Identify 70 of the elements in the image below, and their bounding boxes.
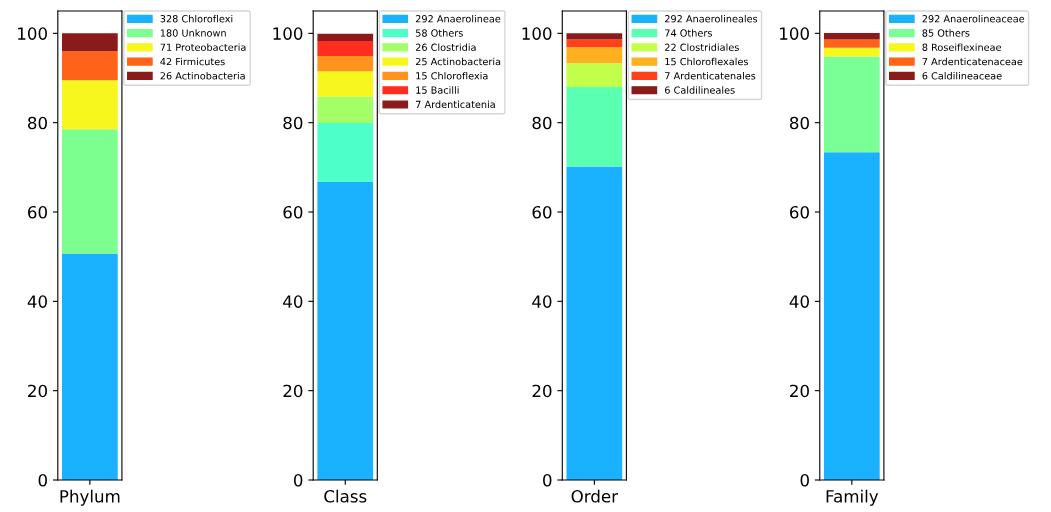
bar [823,32,880,40]
bar [61,129,118,254]
y-tick-label: 100 [18,27,47,40]
legend-label: 15 Chloroflexia [416,71,488,80]
y-tick-label: 20 [283,384,303,398]
legend-label: 15 Bacilli [416,86,459,94]
legend-label: 7 Ardenticatenales [665,71,756,80]
y-tick-label: 40 [283,295,303,308]
legend-label: 58 Others [415,29,463,37]
bar [317,71,374,97]
y-tick-label: 80 [532,116,552,130]
y-tick-label: 40 [27,295,47,308]
bar [823,56,880,153]
legend-label: 74 Others [665,29,712,37]
legend-label: 292 Anaerolineae [415,14,501,23]
y-tick-label: 0 [800,473,809,487]
y-tick-label: 40 [789,295,809,308]
bar [317,40,374,57]
y-tick-label: 60 [790,205,809,219]
x-tick-label: Class [324,489,367,503]
bar [566,86,623,167]
y-tick-label: 20 [790,384,809,398]
y-tick-label: 60 [28,205,47,219]
y-tick-label: 80 [789,116,809,130]
legend-label: 42 Firmicutes [160,57,225,66]
y-tick-label: 20 [28,384,47,398]
y-tick-label: 100 [780,27,809,40]
bar [61,80,118,130]
legend-label: 15 Chloroflexales [665,57,748,66]
y-tick-label: 80 [28,116,47,130]
bar [566,39,623,48]
y-tick-label: 100 [273,27,303,40]
y-tick-label: 0 [293,473,303,487]
bar [61,51,118,81]
legend-label: 6 Caldilineales [664,86,735,94]
legend-label: 180 Unknown [160,29,226,37]
y-tick-label: 40 [532,295,552,308]
legend-label: 8 Roseiflexineae [922,43,1002,51]
y-tick-label: 60 [283,205,303,219]
legend-label: 25 Actinobacteria [415,57,501,66]
bar [61,33,118,52]
y-tick-label: 80 [283,116,303,130]
bar [317,56,374,72]
legend-label: 85 Others [922,29,970,37]
bar [823,39,880,48]
bar [566,47,623,64]
bar [317,123,374,183]
y-tick-label: 60 [532,205,552,219]
legend-label: 292 Anaerolineales [665,14,758,23]
bar [823,47,880,57]
legend-label: 26 Clostridia [415,43,476,51]
bar [317,33,374,41]
y-tick-label: 20 [532,384,552,398]
legend-label: 328 Chloroflexi [160,14,233,23]
y-tick-label: 100 [522,27,552,40]
legend-label: 22 Clostridiales [665,43,739,51]
legend-label: 292 Anaerolineaceae [922,14,1025,23]
legend-label: 26 Actinobacteria [160,71,245,80]
y-tick-label: 0 [38,473,47,487]
x-tick-label: Family [826,489,879,506]
legend-label: 6 Caldilineaceae [922,71,1002,80]
legend-label: 7 Ardenticatenaceae [922,57,1023,66]
legend-label: 71 Proteobacteria [160,43,246,51]
x-tick-label: Phylum [60,489,120,506]
y-tick-label: 0 [543,473,552,487]
x-tick-label: Order [571,489,619,503]
bar [566,63,623,87]
bar [317,96,374,124]
bar [566,33,623,40]
legend-label: 7 Ardenticatenia [416,100,495,109]
